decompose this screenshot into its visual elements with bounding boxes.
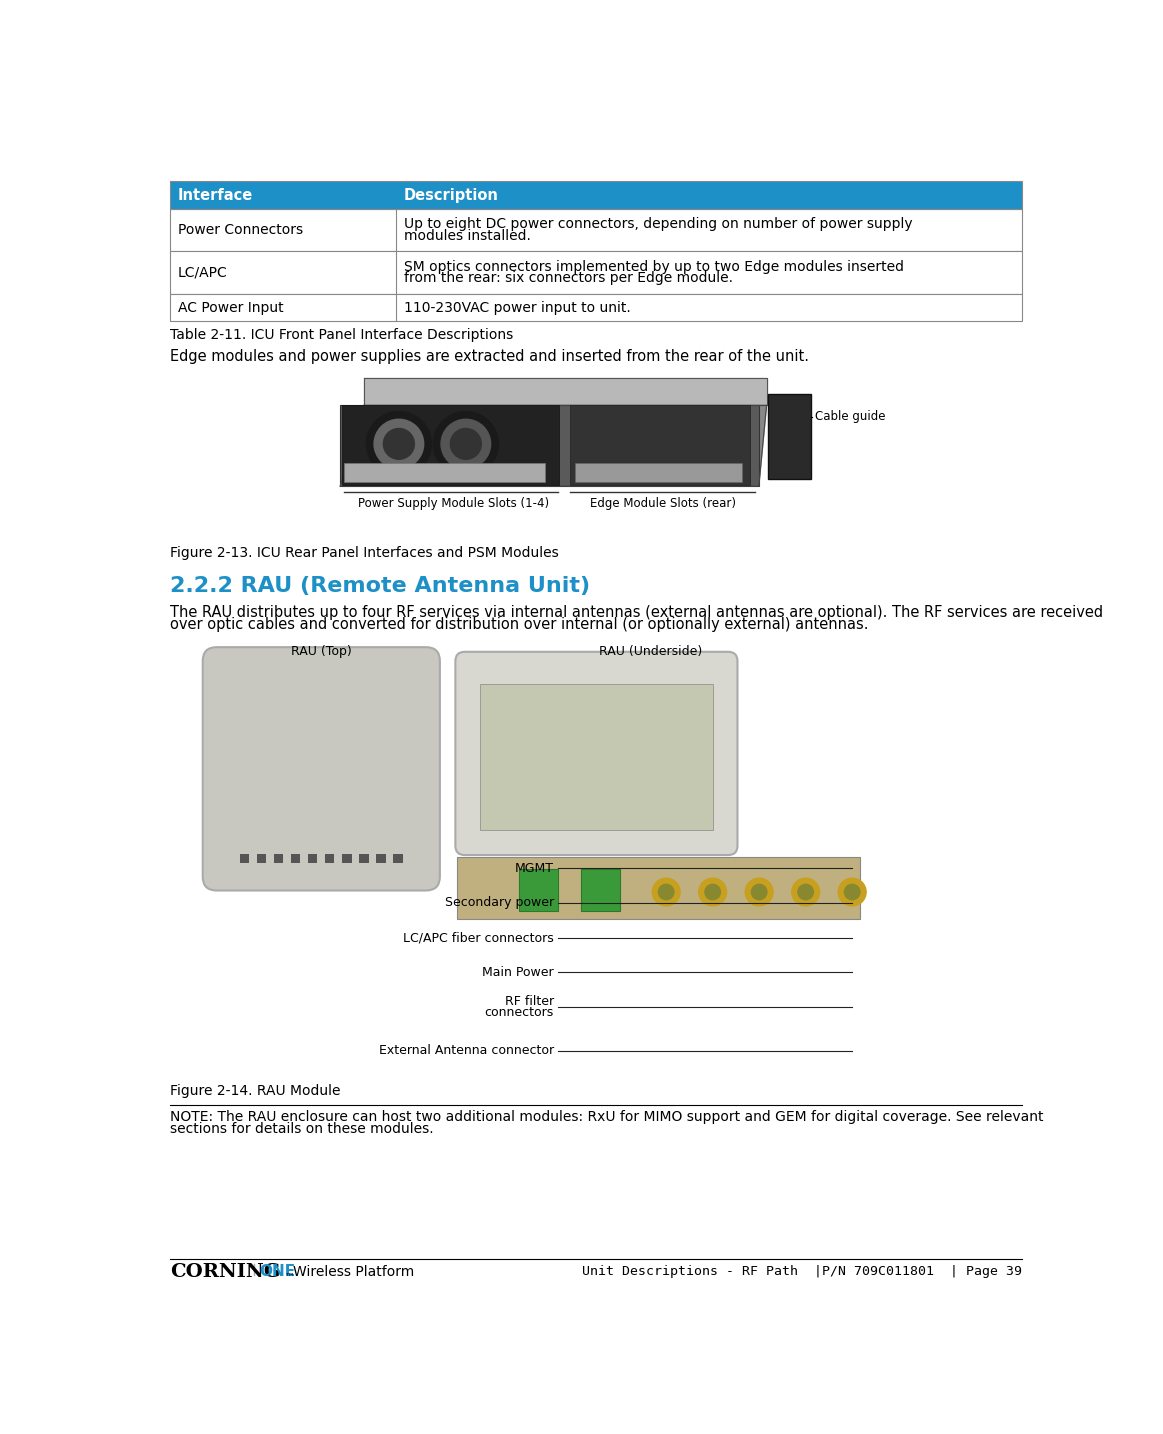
Text: Interface: Interface bbox=[178, 188, 254, 202]
Circle shape bbox=[366, 412, 431, 476]
Bar bbox=[582, 869, 620, 911]
Bar bbox=[274, 853, 284, 863]
Circle shape bbox=[699, 878, 727, 906]
Bar bbox=[377, 853, 386, 863]
Bar bbox=[170, 251, 1022, 294]
Text: ™: ™ bbox=[285, 1272, 294, 1282]
Bar bbox=[519, 869, 558, 911]
Text: ONE: ONE bbox=[259, 1265, 295, 1279]
Text: RF filter: RF filter bbox=[505, 995, 554, 1008]
Bar bbox=[344, 463, 545, 482]
Text: Figure 2-14. RAU Module: Figure 2-14. RAU Module bbox=[170, 1084, 341, 1097]
Circle shape bbox=[705, 885, 720, 899]
FancyBboxPatch shape bbox=[456, 652, 737, 855]
Text: Edge modules and power supplies are extracted and inserted from the rear of the : Edge modules and power supplies are extr… bbox=[170, 350, 809, 364]
Text: The RAU distributes up to four RF services via internal antennas (external anten: The RAU distributes up to four RF servic… bbox=[170, 605, 1104, 619]
Text: Table 2-11. ICU Front Panel Interface Descriptions: Table 2-11. ICU Front Panel Interface De… bbox=[170, 328, 513, 343]
Text: Edge Module Slots (rear): Edge Module Slots (rear) bbox=[590, 496, 735, 509]
Circle shape bbox=[450, 429, 481, 459]
Text: AC Power Input: AC Power Input bbox=[178, 301, 284, 314]
FancyBboxPatch shape bbox=[202, 647, 440, 891]
Bar bbox=[457, 858, 859, 919]
Text: modules installed.: modules installed. bbox=[404, 229, 530, 242]
Text: CORNING: CORNING bbox=[170, 1263, 280, 1281]
Circle shape bbox=[844, 885, 859, 899]
Text: Wireless Platform: Wireless Platform bbox=[293, 1265, 414, 1279]
Bar bbox=[341, 406, 758, 486]
Text: SM optics connectors implemented by up to two Edge modules inserted: SM optics connectors implemented by up t… bbox=[404, 260, 904, 274]
Bar bbox=[170, 294, 1022, 321]
Circle shape bbox=[658, 885, 673, 899]
Circle shape bbox=[384, 429, 414, 459]
Text: Unit Descriptions - RF Path  |P/N 709C011801  | Page 39: Unit Descriptions - RF Path |P/N 709C011… bbox=[582, 1265, 1022, 1278]
Text: Cable guide: Cable guide bbox=[815, 410, 886, 423]
Text: Up to eight DC power connectors, depending on number of power supply: Up to eight DC power connectors, dependi… bbox=[404, 218, 912, 231]
Circle shape bbox=[652, 878, 680, 906]
Bar bbox=[571, 406, 750, 485]
Text: over optic cables and converted for distribution over internal (or optionally ex: over optic cables and converted for dist… bbox=[170, 618, 869, 632]
Text: 2.2.2 RAU (Remote Antenna Unit): 2.2.2 RAU (Remote Antenna Unit) bbox=[170, 576, 591, 597]
Text: Secondary power: Secondary power bbox=[444, 896, 554, 909]
Bar bbox=[170, 181, 1022, 209]
Text: External Antenna connector: External Antenna connector bbox=[379, 1044, 554, 1057]
Circle shape bbox=[745, 878, 773, 906]
Circle shape bbox=[434, 412, 499, 476]
Text: LC/APC fiber connectors: LC/APC fiber connectors bbox=[404, 931, 554, 944]
Text: Power Supply Module Slots (1-4): Power Supply Module Slots (1-4) bbox=[358, 496, 549, 509]
Bar bbox=[326, 853, 335, 863]
Bar bbox=[342, 853, 351, 863]
Polygon shape bbox=[364, 379, 766, 406]
Bar bbox=[359, 853, 369, 863]
Circle shape bbox=[374, 419, 423, 469]
Bar bbox=[575, 463, 742, 482]
Text: 110-230VAC power input to unit.: 110-230VAC power input to unit. bbox=[404, 301, 630, 314]
Bar bbox=[291, 853, 300, 863]
Text: Main Power: Main Power bbox=[483, 967, 554, 979]
Bar bbox=[342, 406, 559, 485]
Bar bbox=[170, 209, 1022, 251]
Bar bbox=[257, 853, 266, 863]
Circle shape bbox=[751, 885, 766, 899]
Bar bbox=[308, 853, 317, 863]
Bar bbox=[240, 853, 249, 863]
Polygon shape bbox=[341, 406, 766, 486]
Text: Power Connectors: Power Connectors bbox=[178, 224, 304, 237]
Text: from the rear: six connectors per Edge module.: from the rear: six connectors per Edge m… bbox=[404, 271, 733, 285]
Text: RAU (Underside): RAU (Underside) bbox=[599, 644, 702, 658]
Text: RAU (Top): RAU (Top) bbox=[291, 644, 351, 658]
Text: Figure 2-13. ICU Rear Panel Interfaces and PSM Modules: Figure 2-13. ICU Rear Panel Interfaces a… bbox=[170, 546, 559, 561]
Text: sections for details on these modules.: sections for details on these modules. bbox=[170, 1123, 434, 1136]
Text: NOTE: The RAU enclosure can host two additional modules: RxU for MIMO support an: NOTE: The RAU enclosure can host two add… bbox=[170, 1110, 1043, 1124]
Text: Description: Description bbox=[404, 188, 499, 202]
Bar bbox=[170, 181, 1022, 209]
Bar bbox=[768, 394, 811, 479]
Bar bbox=[393, 853, 402, 863]
Circle shape bbox=[441, 419, 491, 469]
Bar bbox=[480, 684, 713, 830]
Text: MGMT: MGMT bbox=[515, 862, 554, 875]
Circle shape bbox=[792, 878, 820, 906]
Circle shape bbox=[839, 878, 866, 906]
Circle shape bbox=[798, 885, 813, 899]
Text: LC/APC: LC/APC bbox=[178, 265, 228, 280]
Text: connectors: connectors bbox=[485, 1007, 554, 1020]
